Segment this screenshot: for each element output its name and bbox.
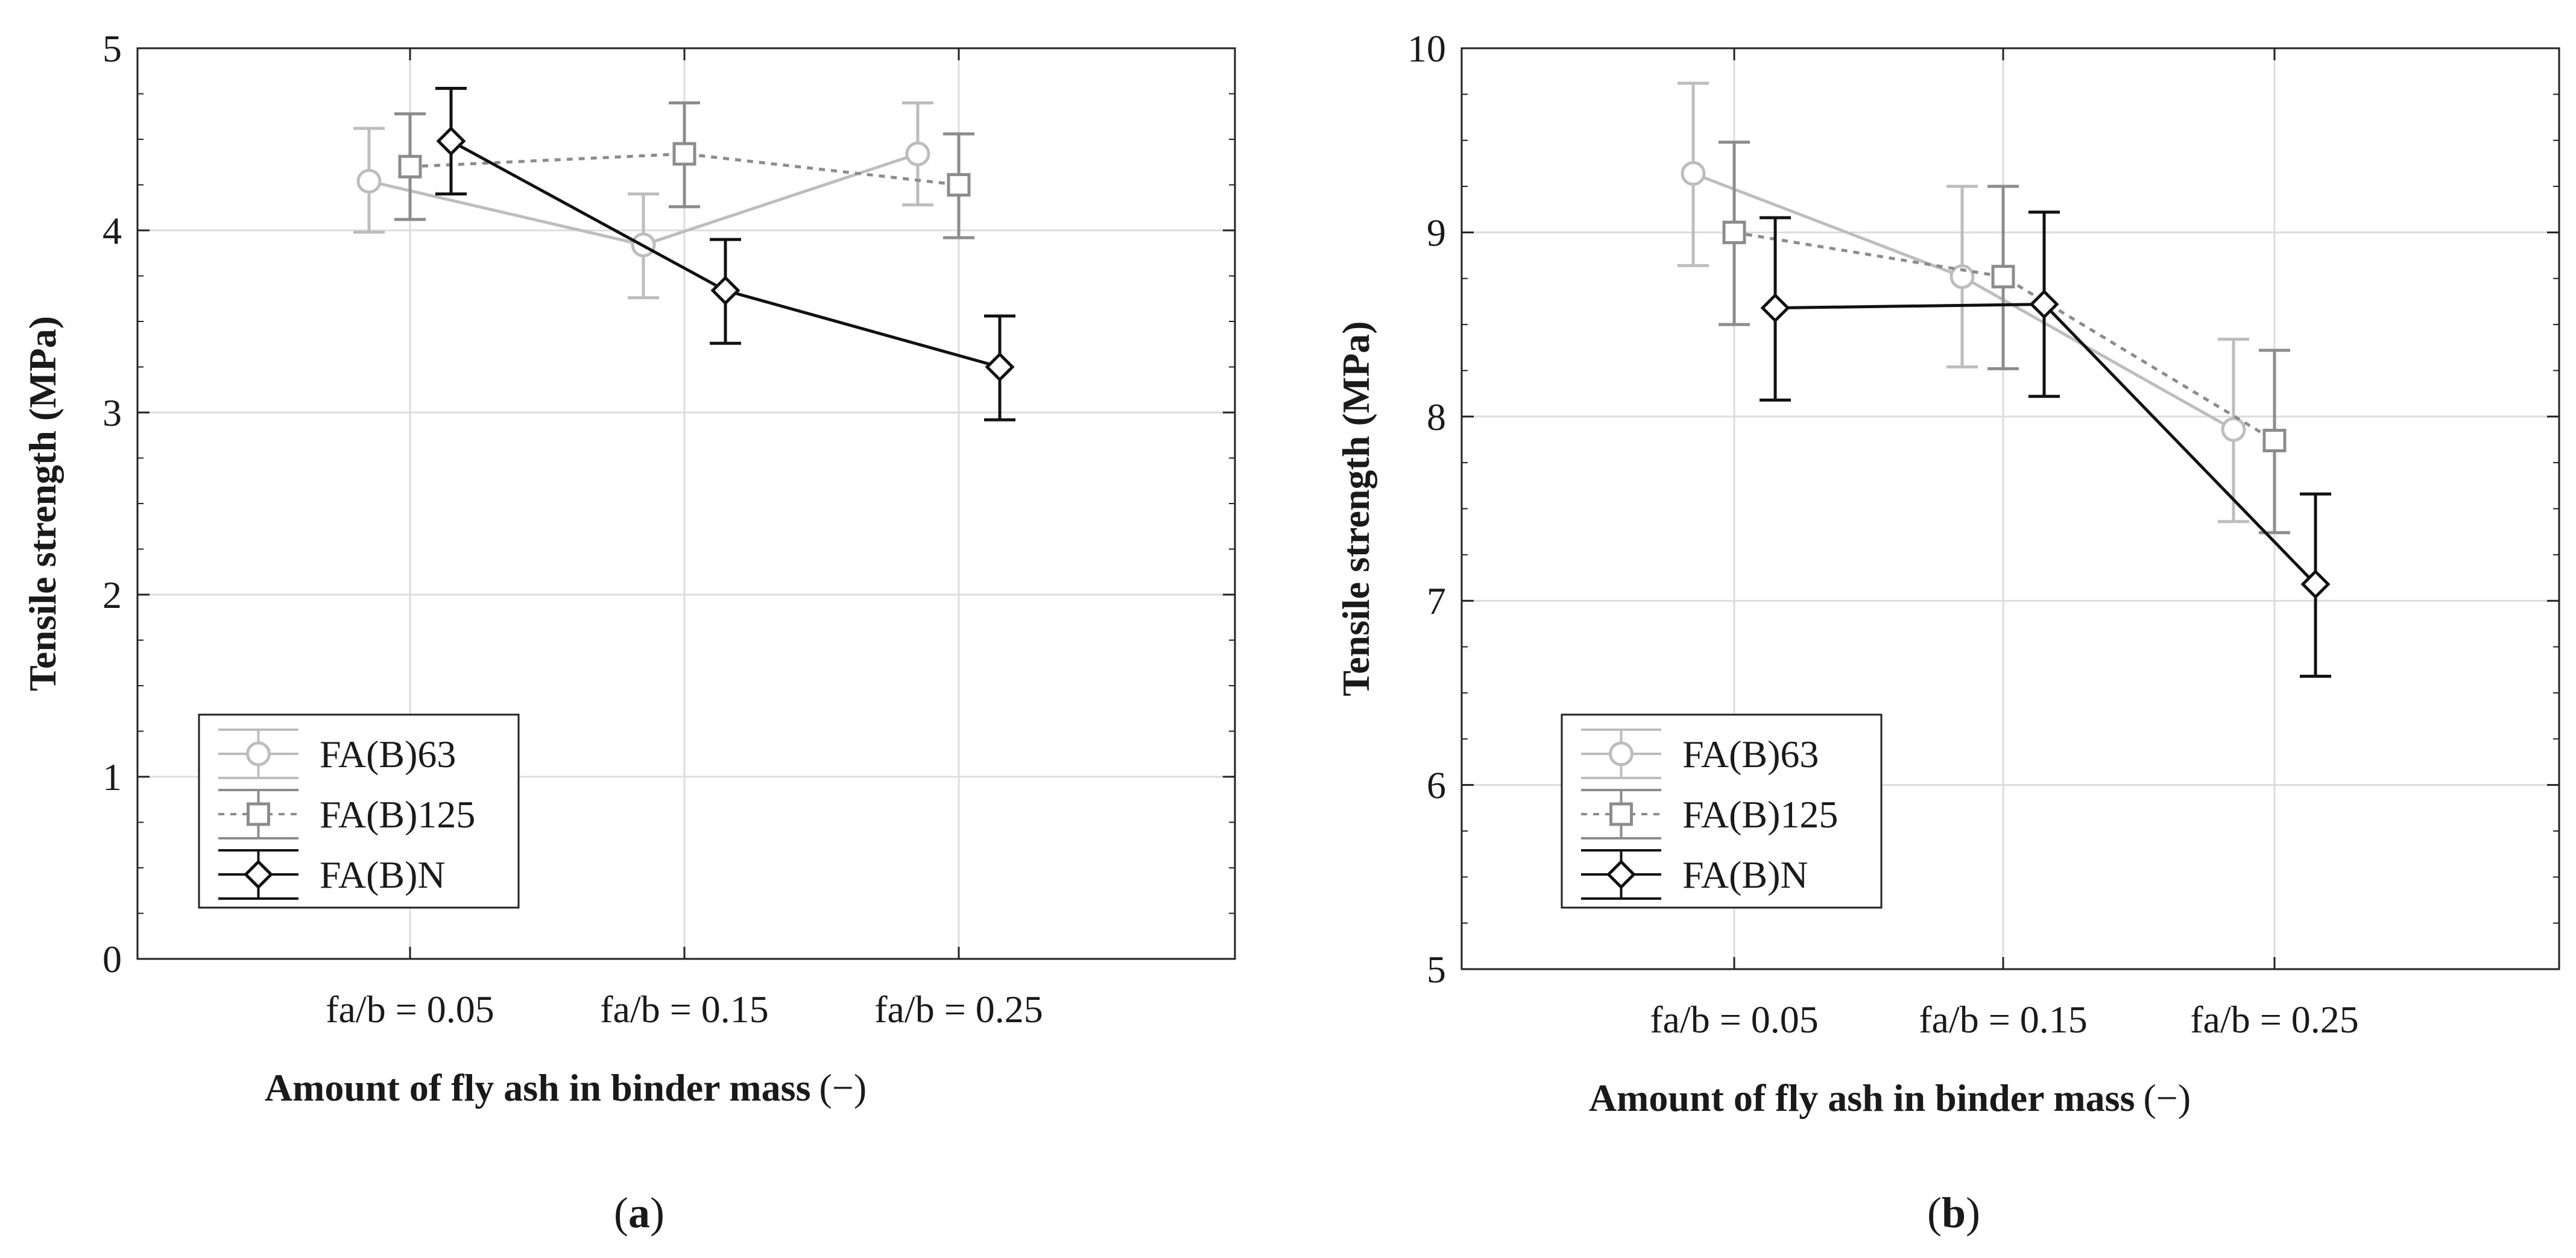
y-tick-label: 4 <box>103 209 122 252</box>
y-tick-label: 6 <box>1427 764 1446 807</box>
data-point <box>947 173 971 197</box>
data-point <box>398 154 422 179</box>
x-tick-label: fa/b = 0.25 <box>2190 998 2359 1041</box>
panel-caption: (b) <box>1927 1189 1980 1237</box>
data-point <box>2029 289 2059 320</box>
legend-label: FA(B)N <box>320 853 446 896</box>
data-point <box>1722 220 1746 244</box>
y-tick-label: 3 <box>103 391 122 434</box>
y-axis-label: Tensile strength (MPa) <box>1334 321 1377 696</box>
data-point <box>436 126 466 156</box>
plot-frame <box>136 47 1236 960</box>
legend-label: FA(B)N <box>1682 853 1808 896</box>
data-point <box>1949 264 1975 289</box>
y-tick-label: 0 <box>103 938 122 981</box>
y-tick-label: 7 <box>1427 580 1446 622</box>
chart-panel-a: 0 1 2 3 4 5 fa/b = 0.05 fa/b = 0.15 fa/b = 0.25 F… <box>21 27 1236 1237</box>
y-tick-label: 10 <box>1407 27 1446 70</box>
legend-marker <box>243 859 274 890</box>
panel-caption: (a) <box>614 1189 665 1237</box>
series-line <box>1734 230 2276 442</box>
legend-marker <box>246 741 271 766</box>
series-fa-b-125 <box>1719 141 2290 534</box>
legend-label: FA(B)125 <box>320 793 475 836</box>
x-axis-label-text: Amount of fly ash in binder mass <box>1589 1076 2135 1119</box>
legend-marker <box>1609 802 1633 826</box>
caption-open-paren: ( <box>1927 1189 1942 1237</box>
series-line <box>409 152 959 186</box>
x-tick-label: fa/b = 0.05 <box>1650 998 1819 1041</box>
data-point <box>1681 161 1706 186</box>
series-fa-b-n <box>435 86 1015 422</box>
y-axis-label: Tensile strength (MPa) <box>21 316 64 691</box>
legend-marker <box>1606 859 1637 890</box>
data-point <box>2300 569 2331 599</box>
series-fa-b-n <box>1760 210 2331 678</box>
legend-label: FA(B)63 <box>320 733 456 776</box>
y-tick-label: 5 <box>103 27 122 70</box>
chart-panel-b: 5 6 7 8 9 10 fa/b = 0.05 fa/b = 0.15 fa/b = 0.25… <box>1334 27 2560 1237</box>
legend: FA(B)63 FA(B)125 FA(B)N <box>198 713 520 909</box>
legend-marker <box>247 802 270 826</box>
y-tick-label: 2 <box>103 574 122 616</box>
x-tick-label: fa/b = 0.25 <box>874 988 1043 1031</box>
legend-label: FA(B)125 <box>1682 793 1838 836</box>
data-point <box>356 168 382 194</box>
series-fa-b-125 <box>394 101 974 239</box>
data-point <box>985 352 1015 382</box>
x-axis-label: Amount of fly ash in binder mass (−) <box>1589 1076 2191 1119</box>
x-axis-label-unit: (−) <box>819 1066 867 1109</box>
caption-open-paren: ( <box>614 1189 628 1237</box>
y-tick-label: 1 <box>103 756 122 798</box>
data-point <box>1991 265 2015 289</box>
y-tick-label: 8 <box>1427 396 1446 438</box>
series-fa-b-63 <box>1678 81 2249 523</box>
caption-close-paren: ) <box>1966 1189 1980 1237</box>
x-tick-label: fa/b = 0.05 <box>326 988 494 1031</box>
data-point <box>710 276 740 306</box>
caption-letter: b <box>1942 1189 1966 1237</box>
legend-marker <box>1609 741 1634 766</box>
plot-frame <box>1460 47 2560 970</box>
data-point <box>672 142 696 166</box>
x-tick-label: fa/b = 0.15 <box>1919 998 2088 1041</box>
data-point <box>1760 293 1790 323</box>
x-axis-label: Amount of fly ash in binder mass (−) <box>265 1066 867 1109</box>
data-point <box>2221 417 2246 442</box>
data-point <box>905 141 930 166</box>
legend-label: FA(B)63 <box>1682 733 1819 776</box>
x-axis-label-unit: (−) <box>2143 1076 2191 1119</box>
x-tick-label: fa/b = 0.15 <box>600 988 769 1031</box>
data-point <box>2262 429 2287 453</box>
caption-letter: a <box>628 1189 650 1237</box>
y-tick-label: 9 <box>1427 211 1446 254</box>
legend: FA(B)63 FA(B)125 FA(B)N <box>1561 713 1883 909</box>
y-tick-label: 5 <box>1427 948 1446 991</box>
caption-close-paren: ) <box>650 1189 665 1237</box>
x-axis-label-text: Amount of fly ash in binder mass <box>265 1066 811 1109</box>
